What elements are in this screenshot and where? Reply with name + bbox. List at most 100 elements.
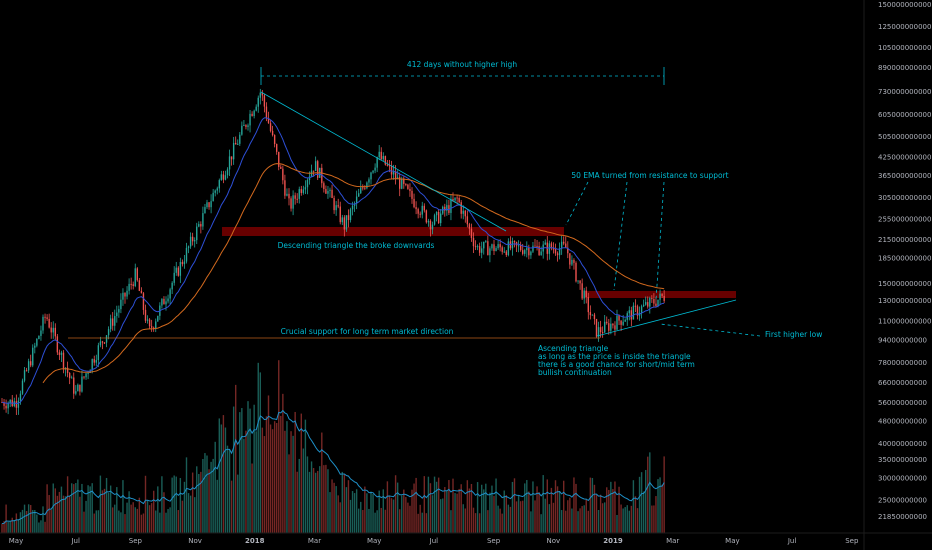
volume-bar — [341, 471, 343, 533]
volume-bar — [179, 478, 182, 533]
candle-body — [341, 217, 343, 223]
candle-body — [62, 352, 65, 369]
volume-bar — [663, 456, 665, 533]
candle-body — [630, 310, 633, 320]
volume-bar — [185, 457, 188, 533]
volume-bar — [366, 493, 368, 533]
volume-bar — [122, 480, 124, 533]
candle-body — [265, 106, 268, 118]
candle-body — [653, 298, 655, 304]
candle-body — [530, 251, 532, 256]
volume-bar — [191, 472, 194, 533]
y-tick-label: 1250000000000 — [878, 23, 932, 31]
volume-bar — [655, 496, 657, 533]
volume-bar — [99, 475, 102, 533]
volume-bar — [608, 489, 610, 533]
candle-body — [618, 315, 620, 321]
volume-bar — [165, 512, 167, 533]
candle-body — [396, 177, 399, 180]
volume-bar — [427, 476, 430, 533]
candle-body — [323, 183, 325, 190]
candle-body — [343, 217, 346, 230]
candle-body — [575, 262, 577, 282]
candle-body — [651, 298, 653, 300]
candle-body — [25, 370, 28, 372]
candle-body — [304, 187, 307, 190]
candle-body — [167, 298, 169, 302]
candle-body — [355, 196, 358, 204]
volume-bar — [7, 521, 9, 533]
volume-bar — [167, 509, 169, 533]
volume-bar — [458, 488, 460, 533]
volume-bar — [224, 427, 227, 533]
candle-body — [456, 197, 458, 199]
candle-body — [489, 248, 491, 256]
candle-body — [567, 247, 569, 254]
candle-body — [81, 376, 83, 392]
candle-body — [413, 198, 415, 208]
candle-body — [73, 377, 75, 394]
volume-bar — [150, 503, 153, 533]
volume-bar — [571, 508, 573, 533]
candle-body — [317, 161, 319, 178]
candle-body — [587, 297, 589, 313]
y-tick-label: 150000000000 — [878, 280, 931, 288]
volume-bar — [638, 476, 641, 533]
x-tick-label: 2019 — [603, 537, 623, 545]
candle-body — [187, 246, 190, 248]
candle-body — [606, 321, 608, 324]
candle-body — [425, 210, 428, 223]
candle-body — [331, 189, 333, 198]
candle-body — [642, 304, 645, 307]
x-tick-label: Sep — [129, 537, 143, 545]
candle-body — [177, 267, 179, 276]
candle-body — [314, 161, 317, 172]
candle-body — [138, 280, 141, 291]
candle-body — [505, 251, 507, 256]
candle-body — [196, 226, 198, 241]
candle-body — [146, 319, 149, 321]
volume-bar — [618, 486, 620, 533]
volume-bar — [304, 419, 307, 533]
volume-bar — [161, 476, 163, 533]
volume-bar — [306, 456, 309, 533]
candle-body — [200, 224, 202, 227]
candle-body — [288, 193, 290, 199]
candle-body — [462, 210, 464, 214]
candle-body — [601, 332, 604, 334]
volume-bar — [278, 360, 280, 533]
candle-body — [628, 310, 630, 314]
candle-body — [360, 187, 362, 194]
candle-body — [83, 376, 85, 378]
x-tick-label: Mar — [308, 537, 321, 545]
candle-body — [280, 166, 282, 169]
candle-body — [212, 192, 214, 202]
volume-bar — [62, 495, 65, 533]
volume-bar — [583, 505, 585, 533]
volume-bar — [558, 491, 561, 533]
candle-body — [128, 283, 130, 291]
volume-bar — [173, 475, 175, 533]
volume-bar — [66, 476, 69, 533]
volume-bar — [462, 504, 464, 533]
volume-bar — [470, 483, 473, 533]
candle-body — [292, 195, 294, 209]
candle-body — [599, 327, 602, 333]
candle-body — [97, 345, 100, 361]
volume-bar — [48, 495, 50, 533]
candle-body — [612, 323, 614, 326]
volume-bar — [132, 502, 134, 533]
candle-body — [235, 142, 237, 145]
candle-body — [390, 165, 393, 175]
volume-bar — [218, 418, 220, 533]
higher-low-arrow — [659, 323, 761, 337]
candle-body — [253, 110, 255, 116]
y-tick-label: 1050000000000 — [878, 44, 932, 52]
volume-bar — [517, 495, 520, 533]
candle-body — [7, 403, 9, 409]
y-tick-label: 48000000000 — [878, 418, 927, 426]
volume-bar — [399, 509, 401, 533]
volume-bar — [423, 476, 425, 533]
volume-bar — [540, 514, 542, 533]
volume-bar — [312, 468, 315, 533]
